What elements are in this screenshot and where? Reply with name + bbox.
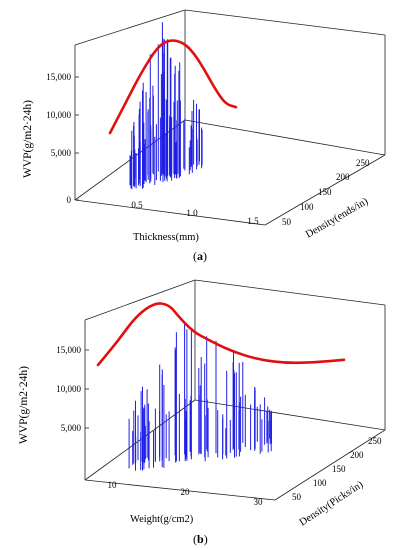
panel-a-frame — [75, 10, 385, 225]
panel-b-ylabel: WVP(g/m2·24h) — [18, 366, 30, 444]
panel-a-zlabel: Density(ends/in) — [304, 196, 371, 241]
panel-b-xtick-label: 20 — [181, 487, 191, 497]
panel-b-xlabel: Weight(g/cm2) — [130, 514, 194, 525]
panel-b-zlabel: Density(Picks/in) — [298, 479, 366, 529]
panel-b-ztick-label: 50 — [292, 492, 302, 502]
panel-a-ytick-label: 5,000 — [51, 148, 72, 158]
panel-a-ztick-label: 150 — [318, 187, 332, 197]
panel-a-xtick-label: 1.0 — [186, 208, 198, 218]
panel-b-curve — [98, 303, 344, 365]
panel-a-xtick-label: 1.5 — [247, 216, 259, 226]
panel-a-ztick-label: 100 — [300, 202, 314, 212]
panel-a-ylabel: WVP(g/m2·24h) — [22, 100, 34, 178]
panel-a-ytick-label: 15,000 — [46, 72, 71, 82]
panel-b-xtick-label: 30 — [254, 497, 264, 507]
panel-b-ztick-label: 100 — [313, 478, 327, 488]
panel-a-xlabel: Thickness(mm) — [133, 232, 199, 243]
panel-a-curve — [110, 41, 236, 133]
panel-b-ztick-label: 150 — [332, 464, 346, 474]
panel-a-caption: (a) — [193, 249, 207, 263]
panel-a-ztick-label: 50 — [282, 217, 292, 227]
panel-a-ztick-label: 200 — [336, 172, 350, 182]
panel-b-xtick-label: 10 — [108, 480, 118, 490]
panel-a-xtick-label: 0.5 — [131, 200, 143, 210]
panel-a-ztick-label: 250 — [356, 158, 370, 168]
panel-a-ytick-label: 10,000 — [46, 110, 71, 120]
panel-b-spikes — [129, 323, 271, 470]
panel-b-ytick-label: 10,000 — [56, 384, 81, 394]
panel-a-spikes — [130, 22, 202, 189]
panel-b-ztick-label: 200 — [350, 450, 364, 460]
panel-b-ztick-label: 250 — [368, 436, 382, 446]
panel-b-ytick-label: 15,000 — [56, 345, 81, 355]
panel-a-chart: 0 5,000 10,000 15,000 0.5 1.0 1.5 50 100 150 200… — [22, 10, 385, 263]
panel-b-caption: (b) — [193, 532, 208, 546]
panel-b-ytick-label: 5,000 — [61, 423, 82, 433]
panel-a-ytick-label: 0 — [67, 195, 72, 205]
